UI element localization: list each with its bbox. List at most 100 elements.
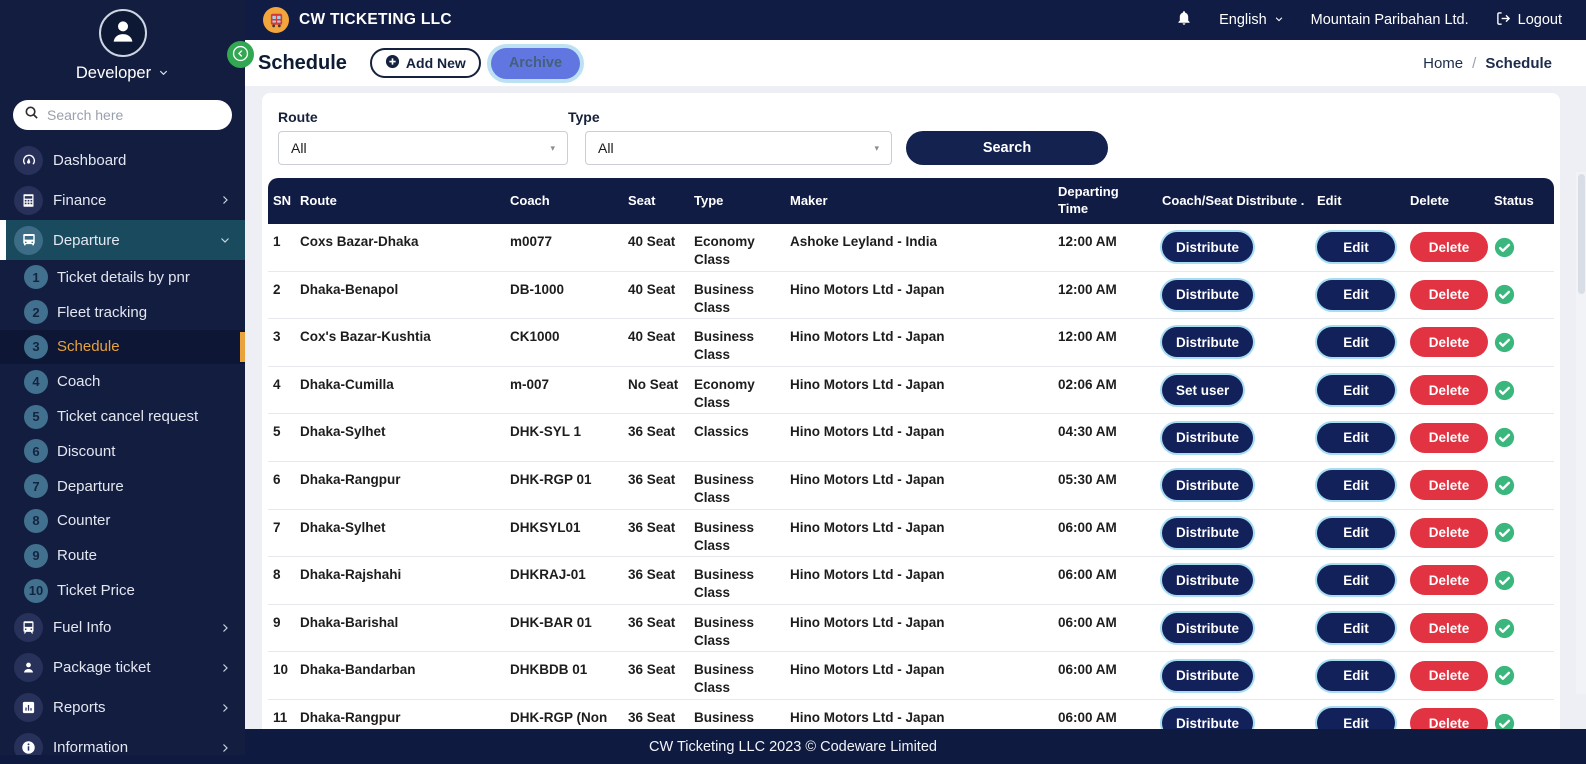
distribute-button[interactable]: Distribute [1162, 565, 1254, 596]
status-active-check-icon[interactable] [1494, 618, 1515, 639]
type-select[interactable]: All ▾ [585, 131, 892, 165]
cell-edit: Edit [1317, 605, 1410, 652]
cell-departing-time: 06:00 AM [1058, 519, 1117, 535]
avatar[interactable] [98, 9, 147, 57]
sidebar-subitem-departure[interactable]: 7 Departure [0, 469, 245, 504]
page-scrollbar[interactable] [1576, 172, 1586, 694]
distribute-button[interactable]: Distribute [1162, 660, 1254, 691]
status-active-check-icon[interactable] [1494, 665, 1515, 686]
edit-button[interactable]: Edit [1317, 708, 1395, 729]
status-active-check-icon[interactable] [1494, 570, 1515, 591]
brand-title: CW TICKETING LLC [299, 11, 452, 28]
sidebar-collapse-button[interactable] [227, 41, 254, 68]
cell-sn: 1 [273, 234, 281, 249]
table-row: 8 Dhaka-Rajshahi DHKRAJ-01 36 Seat Business … [268, 557, 1554, 605]
delete-button[interactable]: Delete [1410, 565, 1488, 596]
type-filter-label: Type [568, 109, 600, 125]
edit-button[interactable]: Edit [1317, 232, 1395, 263]
distribute-button[interactable]: Distribute [1162, 279, 1254, 310]
search-button[interactable]: Search [906, 131, 1108, 165]
delete-button[interactable]: Delete [1410, 375, 1488, 406]
delete-button[interactable]: Delete [1410, 613, 1488, 644]
delete-button[interactable]: Delete [1410, 517, 1488, 548]
delete-button[interactable]: Delete [1410, 660, 1488, 691]
edit-button[interactable]: Edit [1317, 613, 1395, 644]
distribute-button[interactable]: Distribute [1162, 470, 1254, 501]
sidebar-subitem-coach[interactable]: 4 Coach [0, 364, 245, 399]
status-active-check-icon[interactable] [1494, 475, 1515, 496]
route-select[interactable]: All ▾ [278, 131, 568, 165]
sidebar-subitem-ticket-price[interactable]: 10 Ticket Price [0, 573, 245, 608]
sidebar-item-dashboard[interactable]: Dashboard [0, 140, 245, 180]
add-new-button[interactable]: Add New [369, 48, 481, 78]
delete-button[interactable]: Delete [1410, 327, 1488, 358]
status-active-check-icon[interactable] [1494, 713, 1515, 729]
edit-button[interactable]: Edit [1317, 470, 1395, 501]
distribute-button[interactable]: Distribute [1162, 327, 1254, 358]
status-active-check-icon[interactable] [1494, 427, 1515, 448]
delete-button[interactable]: Delete [1410, 279, 1488, 310]
cell-coach: CK1000 [510, 329, 560, 345]
notifications-button[interactable] [1176, 10, 1192, 30]
sidebar-item-fuel-info[interactable]: Fuel Info [0, 608, 245, 648]
delete-button[interactable]: Delete [1410, 470, 1488, 501]
edit-button[interactable]: Edit [1317, 565, 1395, 596]
sidebar-subitem-ticket-details-by-pnr[interactable]: 1 Ticket details by pnr [0, 260, 245, 295]
schedule-card: Route All ▾ Type All ▾ Search [262, 93, 1560, 729]
sidebar-item-finance[interactable]: Finance [0, 180, 245, 220]
user-menu[interactable]: Developer [76, 64, 169, 83]
subitem-number: 8 [24, 508, 48, 533]
status-active-check-icon[interactable] [1494, 332, 1515, 353]
type-select-value: All [598, 140, 614, 156]
distribute-button[interactable]: Distribute [1162, 517, 1254, 548]
schedule-table: SN Route Coach Seat Type Maker Departing… [268, 178, 1554, 729]
language-selector[interactable]: English [1219, 12, 1284, 28]
distribute-button[interactable]: Distribute [1162, 422, 1254, 453]
edit-button[interactable]: Edit [1317, 375, 1395, 406]
cell-sn: 2 [273, 281, 281, 297]
cell-delete: Delete [1410, 462, 1494, 509]
sidebar-item-reports[interactable]: Reports [0, 688, 245, 728]
cell-coach: DHK-SYL 1 [510, 424, 582, 440]
status-active-check-icon[interactable] [1494, 284, 1515, 305]
delete-button[interactable]: Delete [1410, 232, 1488, 263]
edit-button[interactable]: Edit [1317, 660, 1395, 691]
chevron-right-icon [219, 702, 231, 714]
cell-route: Cox's Bazar-Kushtia [300, 329, 431, 345]
breadcrumb-home[interactable]: Home [1423, 54, 1464, 72]
cell-route: Dhaka-Sylhet [300, 424, 386, 440]
archive-button[interactable]: Archive [490, 47, 581, 79]
delete-button[interactable]: Delete [1410, 708, 1488, 729]
distribute-button[interactable]: Distribute [1162, 232, 1254, 263]
edit-button[interactable]: Edit [1317, 517, 1395, 548]
sidebar-subitem-ticket-cancel-request[interactable]: 5 Ticket cancel request [0, 399, 245, 434]
status-active-check-icon[interactable] [1494, 380, 1515, 401]
sidebar-subitem-schedule[interactable]: 3 Schedule [0, 329, 245, 365]
edit-button[interactable]: Edit [1317, 327, 1395, 358]
sidebar-subitem-discount[interactable]: 6 Discount [0, 434, 245, 469]
edit-button[interactable]: Edit [1317, 422, 1395, 453]
sidebar-item-label: Finance [53, 191, 107, 209]
sidebar-subitem-route[interactable]: 9 Route [0, 538, 245, 573]
company-menu[interactable]: Mountain Paribahan Ltd. [1311, 12, 1469, 28]
distribute-button[interactable]: Distribute [1162, 613, 1254, 644]
distribute-button[interactable]: Distribute [1162, 708, 1254, 729]
edit-button[interactable]: Edit [1317, 279, 1395, 310]
logout-button[interactable]: Logout [1496, 11, 1562, 30]
cell-seat: 40 Seat [628, 281, 676, 297]
status-active-check-icon[interactable] [1494, 522, 1515, 543]
search-input[interactable] [47, 107, 221, 123]
sidebar-subitem-counter[interactable]: 8 Counter [0, 504, 245, 539]
bar-chart-icon [14, 693, 43, 723]
delete-button[interactable]: Delete [1410, 422, 1488, 453]
sidebar-item-package-ticket[interactable]: Package ticket [0, 648, 245, 688]
status-active-check-icon[interactable] [1494, 237, 1515, 258]
sidebar-item-information[interactable]: Information [0, 728, 245, 755]
set-user-button[interactable]: Set user [1162, 375, 1244, 406]
page-scrollbar-thumb[interactable] [1577, 174, 1585, 294]
cell-delete: Delete [1410, 224, 1494, 271]
cell-maker: Hino Motors Ltd - Japan [790, 567, 945, 583]
sidebar-subitem-fleet-tracking[interactable]: 2 Fleet tracking [0, 295, 245, 330]
cell-delete: Delete [1410, 700, 1494, 729]
sidebar-item-departure[interactable]: Departure [0, 220, 245, 260]
